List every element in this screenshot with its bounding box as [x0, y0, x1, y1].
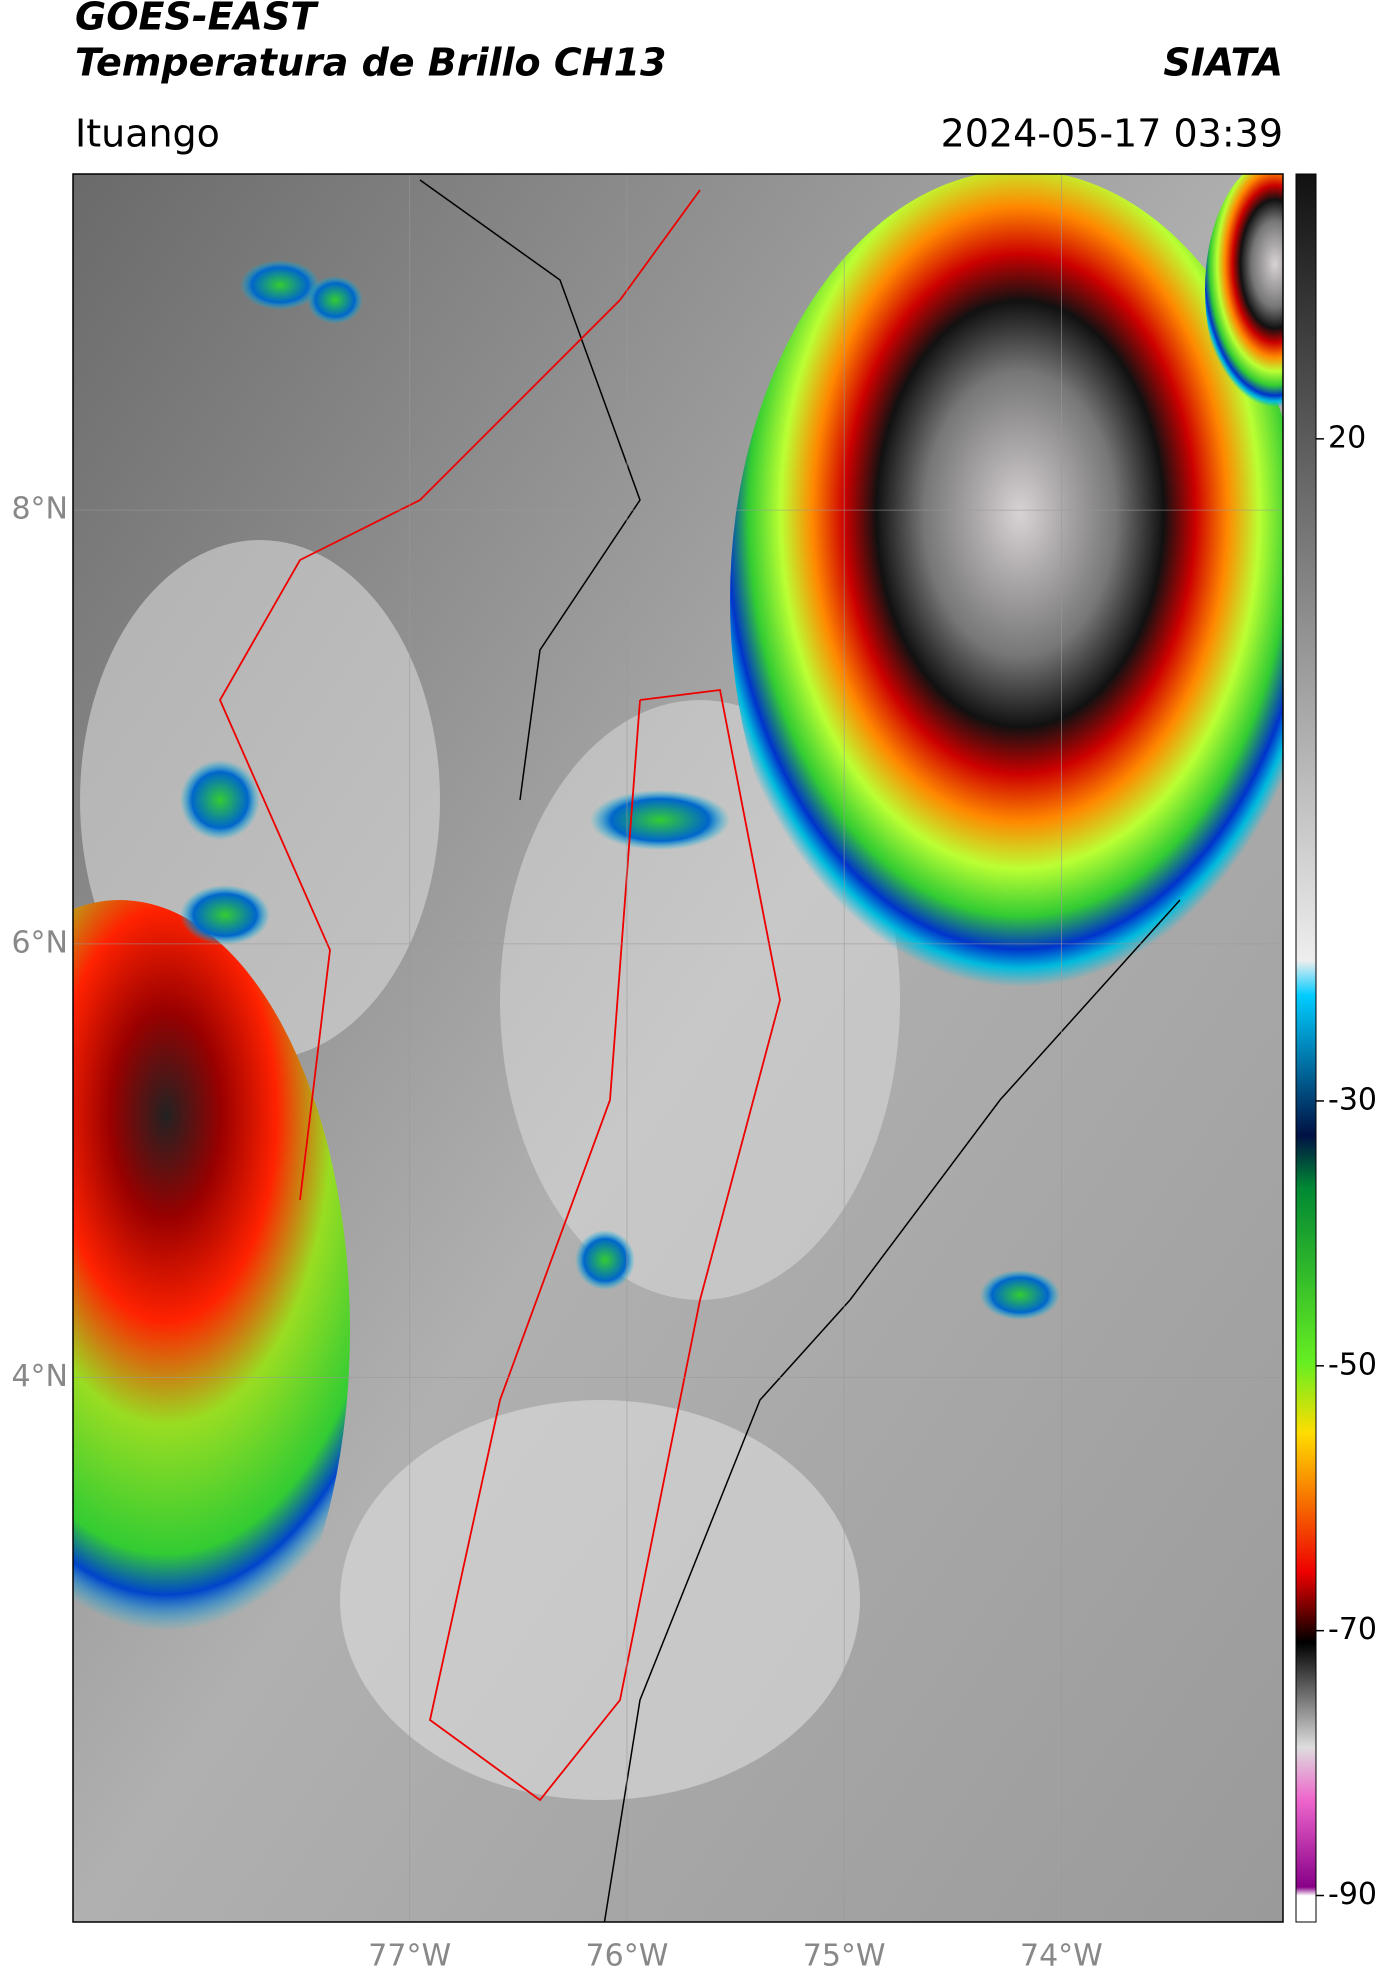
title: GOES-EAST — [75, 0, 319, 39]
x-tick-label: 75°W — [803, 1939, 886, 1974]
colorbar-tick-label: -50 — [1328, 1347, 1377, 1382]
map-frame — [72, 173, 1284, 1923]
x-tick-label: 76°W — [586, 1939, 669, 1974]
y-tick-label: 8°N — [11, 492, 68, 527]
datetime: 2024-05-17 03:39 — [941, 112, 1283, 156]
location: Ituango — [75, 112, 220, 156]
colorbar-tick-label: -90 — [1328, 1877, 1377, 1912]
colorbar-tick-label: 20 — [1328, 420, 1366, 455]
colorbar-tick-label: -70 — [1328, 1612, 1377, 1647]
x-tick-label: 74°W — [1020, 1939, 1103, 1974]
source: SIATA — [1163, 41, 1283, 85]
x-tick-label: 77°W — [368, 1939, 451, 1974]
map-image — [73, 174, 1283, 1922]
subtitle: Temperatura de Brillo CH13 — [75, 41, 666, 85]
colorbar-tick-label: -30 — [1328, 1082, 1377, 1117]
colorbar — [1295, 173, 1317, 1923]
y-tick-label: 4°N — [11, 1359, 68, 1394]
y-tick-label: 6°N — [11, 925, 68, 960]
